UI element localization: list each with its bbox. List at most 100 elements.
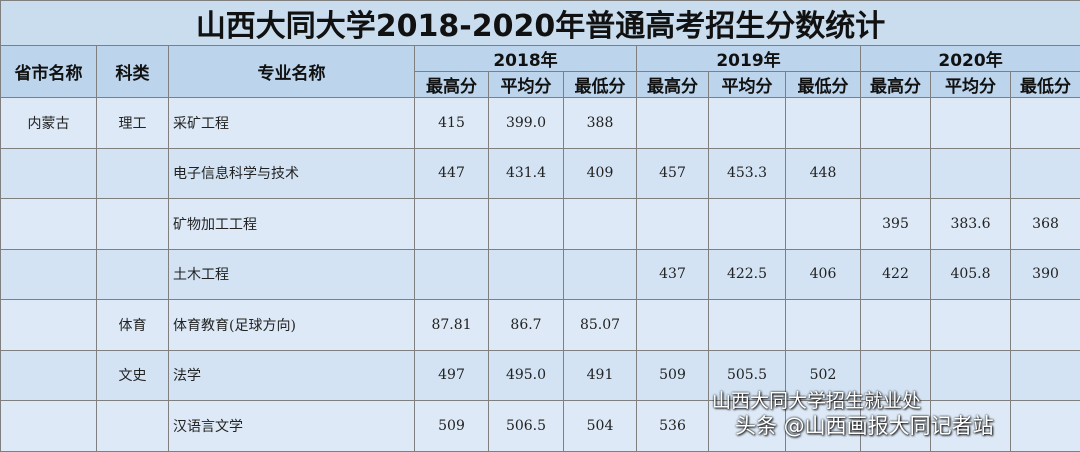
cell <box>786 199 861 250</box>
cell: 390 <box>1011 249 1080 300</box>
cell: 土木工程 <box>169 249 415 300</box>
cell: 86.7 <box>489 300 564 351</box>
cell: 415 <box>415 98 489 149</box>
cell <box>1011 350 1080 401</box>
cell <box>97 249 169 300</box>
cell <box>931 350 1011 401</box>
year-header: 2019年 <box>637 46 861 72</box>
cell: 457 <box>637 148 709 199</box>
cell <box>931 300 1011 351</box>
cell: 内蒙古 <box>1 98 97 149</box>
cell <box>861 148 931 199</box>
cell: 509 <box>415 401 489 452</box>
cell: 体育教育(足球方向) <box>169 300 415 351</box>
cell: 495.0 <box>489 350 564 401</box>
cell <box>489 249 564 300</box>
cell: 85.07 <box>564 300 637 351</box>
cell: 447 <box>415 148 489 199</box>
cell: 电子信息科学与技术 <box>169 148 415 199</box>
cell <box>489 199 564 250</box>
column-header: 省市名称 <box>1 46 97 98</box>
cell: 法学 <box>169 350 415 401</box>
cell <box>97 199 169 250</box>
cell <box>1011 300 1080 351</box>
cell: 383.6 <box>931 199 1011 250</box>
cell <box>709 199 786 250</box>
cell: 409 <box>564 148 637 199</box>
cell <box>415 249 489 300</box>
cell: 453.3 <box>709 148 786 199</box>
cell <box>709 300 786 351</box>
cell <box>564 199 637 250</box>
cell: 536 <box>637 401 709 452</box>
cell <box>931 148 1011 199</box>
cell <box>1 350 97 401</box>
cell <box>786 98 861 149</box>
cell <box>861 300 931 351</box>
sub-header: 平均分 <box>709 72 786 98</box>
year-header: 2018年 <box>415 46 637 72</box>
cell: 497 <box>415 350 489 401</box>
cell: 491 <box>564 350 637 401</box>
cell: 395 <box>861 199 931 250</box>
cell <box>564 249 637 300</box>
cell <box>1011 98 1080 149</box>
sub-header: 平均分 <box>489 72 564 98</box>
sub-header: 最低分 <box>564 72 637 98</box>
cell: 504 <box>564 401 637 452</box>
cell: 矿物加工工程 <box>169 199 415 250</box>
column-header: 专业名称 <box>169 46 415 98</box>
cell <box>709 98 786 149</box>
cell: 405.8 <box>931 249 1011 300</box>
cell: 汉语言文学 <box>169 401 415 452</box>
cell: 理工 <box>97 98 169 149</box>
year-header: 2020年 <box>861 46 1080 72</box>
cell: 文史 <box>97 350 169 401</box>
cell <box>1 401 97 452</box>
cell <box>931 98 1011 149</box>
sub-header: 最高分 <box>637 72 709 98</box>
cell: 采矿工程 <box>169 98 415 149</box>
cell: 体育 <box>97 300 169 351</box>
cell: 406 <box>786 249 861 300</box>
cell: 87.81 <box>415 300 489 351</box>
cell <box>637 199 709 250</box>
cell: 422.5 <box>709 249 786 300</box>
cell: 368 <box>1011 199 1080 250</box>
title: 山西大同大学2018-2020年普通高考招生分数统计 <box>1 1 1080 46</box>
cell <box>861 98 931 149</box>
watermark: 山西大同大学招生就业处 <box>712 386 921 413</box>
cell <box>637 98 709 149</box>
sub-header: 最低分 <box>1011 72 1080 98</box>
cell: 509 <box>637 350 709 401</box>
cell: 448 <box>786 148 861 199</box>
watermark: 头条 @山西画报大同记者站 <box>735 410 994 440</box>
cell <box>97 148 169 199</box>
cell: 399.0 <box>489 98 564 149</box>
cell <box>1 249 97 300</box>
cell: 437 <box>637 249 709 300</box>
cell <box>637 300 709 351</box>
cell: 506.5 <box>489 401 564 452</box>
cell <box>1 300 97 351</box>
cell <box>786 300 861 351</box>
sub-header: 最高分 <box>861 72 931 98</box>
cell <box>1 148 97 199</box>
sub-header: 最高分 <box>415 72 489 98</box>
cell: 388 <box>564 98 637 149</box>
sub-header: 平均分 <box>931 72 1011 98</box>
cell: 422 <box>861 249 931 300</box>
cell <box>1011 148 1080 199</box>
column-header: 科类 <box>97 46 169 98</box>
cell <box>1 199 97 250</box>
cell: 431.4 <box>489 148 564 199</box>
cell <box>415 199 489 250</box>
cell <box>1011 401 1080 452</box>
